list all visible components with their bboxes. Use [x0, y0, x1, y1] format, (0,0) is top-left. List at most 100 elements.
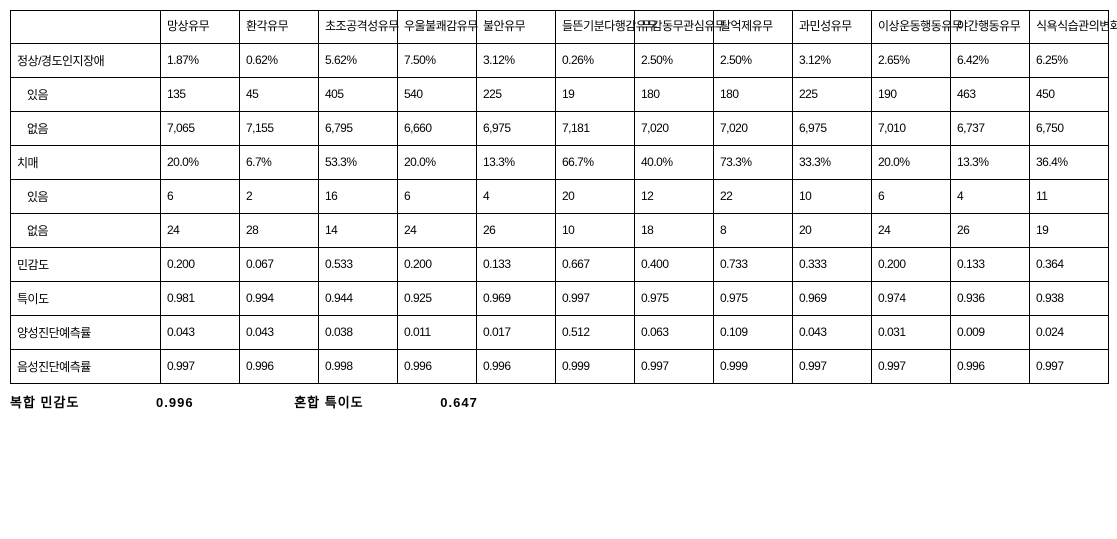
data-cell: 7,020 — [635, 111, 714, 145]
table-row: 없음24281424261018820242619 — [11, 213, 1109, 247]
data-cell: 0.133 — [477, 247, 556, 281]
data-cell: 0.533 — [319, 247, 398, 281]
data-cell: 180 — [635, 77, 714, 111]
row-label: 없음 — [11, 213, 161, 247]
data-cell: 19 — [1030, 213, 1109, 247]
data-cell: 10 — [793, 179, 872, 213]
data-cell: 0.009 — [951, 315, 1030, 349]
data-cell: 0.975 — [714, 281, 793, 315]
table-row: 양성진단예측률0.0430.0430.0380.0110.0170.5120.0… — [11, 315, 1109, 349]
data-cell: 2.50% — [714, 43, 793, 77]
data-cell: 0.996 — [398, 349, 477, 383]
data-cell: 0.333 — [793, 247, 872, 281]
data-cell: 463 — [951, 77, 1030, 111]
data-cell: 0.200 — [872, 247, 951, 281]
summary-label-2: 혼합 특이도 — [294, 392, 363, 411]
data-cell: 2.65% — [872, 43, 951, 77]
data-cell: 0.031 — [872, 315, 951, 349]
table-row: 특이도0.9810.9940.9440.9250.9690.9970.9750.… — [11, 281, 1109, 315]
data-cell: 6.7% — [240, 145, 319, 179]
header-row: 망상유무환각유무초조공격성유무우울불쾌감유무불안유무들뜬기분다행감유무무감동무관… — [11, 11, 1109, 44]
data-cell: 0.133 — [951, 247, 1030, 281]
table-row: 정상/경도인지장애1.87%0.62%5.62%7.50%3.12%0.26%2… — [11, 43, 1109, 77]
data-cell: 0.996 — [240, 349, 319, 383]
table-row: 민감도0.2000.0670.5330.2000.1330.6670.4000.… — [11, 247, 1109, 281]
data-cell: 66.7% — [556, 145, 635, 179]
data-cell: 6.42% — [951, 43, 1030, 77]
data-cell: 0.997 — [872, 349, 951, 383]
table-row: 치매20.0%6.7%53.3%20.0%13.3%66.7%40.0%73.3… — [11, 145, 1109, 179]
data-cell: 5.62% — [319, 43, 398, 77]
row-label: 있음 — [11, 77, 161, 111]
data-cell: 0.043 — [240, 315, 319, 349]
data-cell: 26 — [477, 213, 556, 247]
data-cell: 26 — [951, 213, 1030, 247]
column-header: 망상유무 — [161, 11, 240, 44]
data-cell: 405 — [319, 77, 398, 111]
row-label: 있음 — [11, 179, 161, 213]
data-cell: 1.87% — [161, 43, 240, 77]
data-cell: 20 — [556, 179, 635, 213]
data-cell: 20.0% — [398, 145, 477, 179]
data-cell: 6,750 — [1030, 111, 1109, 145]
summary-value-2: 0.647 — [440, 395, 478, 410]
data-cell: 13.3% — [477, 145, 556, 179]
data-cell: 73.3% — [714, 145, 793, 179]
data-cell: 0.999 — [556, 349, 635, 383]
data-cell: 4 — [951, 179, 1030, 213]
data-cell: 6,660 — [398, 111, 477, 145]
data-cell: 6,975 — [477, 111, 556, 145]
data-cell: 11 — [1030, 179, 1109, 213]
data-cell: 0.512 — [556, 315, 635, 349]
data-cell: 0.017 — [477, 315, 556, 349]
data-cell: 180 — [714, 77, 793, 111]
data-cell: 0.974 — [872, 281, 951, 315]
data-cell: 0.200 — [398, 247, 477, 281]
data-cell: 16 — [319, 179, 398, 213]
data-cell: 18 — [635, 213, 714, 247]
data-cell: 4 — [477, 179, 556, 213]
data-cell: 33.3% — [793, 145, 872, 179]
data-cell: 540 — [398, 77, 477, 111]
data-cell: 24 — [161, 213, 240, 247]
summary-label-1: 복합 민감도 — [10, 392, 79, 411]
data-cell: 7,020 — [714, 111, 793, 145]
stats-table: 망상유무환각유무초조공격성유무우울불쾌감유무불안유무들뜬기분다행감유무무감동무관… — [10, 10, 1109, 384]
summary-value-1: 0.996 — [156, 395, 194, 410]
data-cell: 14 — [319, 213, 398, 247]
data-cell: 0.969 — [793, 281, 872, 315]
data-cell: 0.996 — [477, 349, 556, 383]
row-label: 민감도 — [11, 247, 161, 281]
data-cell: 40.0% — [635, 145, 714, 179]
table-row: 음성진단예측률0.9970.9960.9980.9960.9960.9990.9… — [11, 349, 1109, 383]
data-cell: 0.997 — [556, 281, 635, 315]
data-cell: 0.26% — [556, 43, 635, 77]
data-cell: 0.043 — [793, 315, 872, 349]
data-cell: 0.200 — [161, 247, 240, 281]
data-cell: 0.975 — [635, 281, 714, 315]
data-cell: 3.12% — [793, 43, 872, 77]
data-cell: 0.400 — [635, 247, 714, 281]
column-header: 식욕식습관의변화유무 — [1030, 11, 1109, 44]
data-cell: 0.994 — [240, 281, 319, 315]
data-cell: 2.50% — [635, 43, 714, 77]
data-cell: 20.0% — [161, 145, 240, 179]
data-cell: 6 — [872, 179, 951, 213]
data-cell: 53.3% — [319, 145, 398, 179]
row-label: 정상/경도인지장애 — [11, 43, 161, 77]
data-cell: 225 — [477, 77, 556, 111]
data-cell: 7,155 — [240, 111, 319, 145]
data-cell: 0.997 — [793, 349, 872, 383]
data-cell: 0.997 — [161, 349, 240, 383]
data-cell: 8 — [714, 213, 793, 247]
data-cell: 0.996 — [951, 349, 1030, 383]
column-header: 우울불쾌감유무 — [398, 11, 477, 44]
table-row: 있음1354540554022519180180225190463450 — [11, 77, 1109, 111]
column-header: 과민성유무 — [793, 11, 872, 44]
data-cell: 225 — [793, 77, 872, 111]
data-cell: 0.038 — [319, 315, 398, 349]
data-cell: 0.063 — [635, 315, 714, 349]
data-cell: 20 — [793, 213, 872, 247]
data-cell: 450 — [1030, 77, 1109, 111]
data-cell: 10 — [556, 213, 635, 247]
